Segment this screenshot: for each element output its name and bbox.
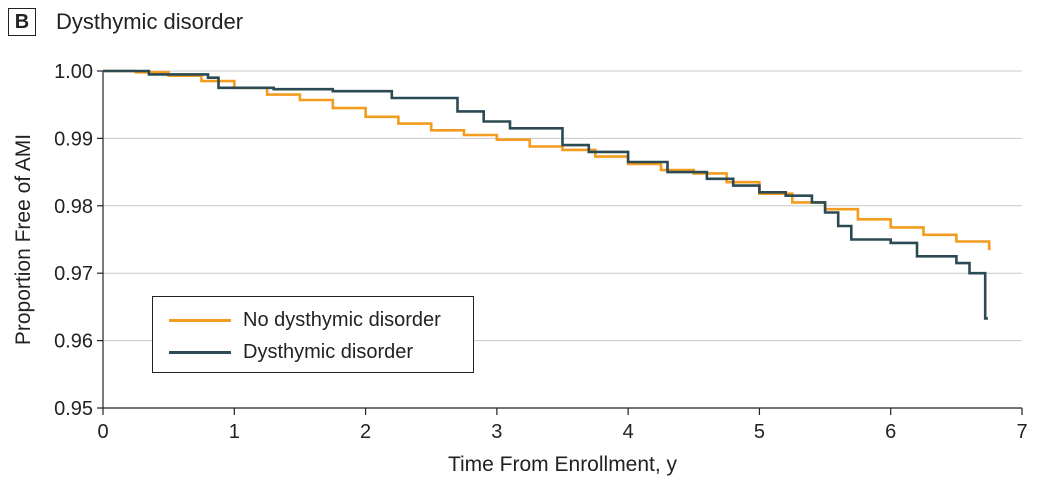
legend-item-dysthymic: Dysthymic disorder [169, 337, 413, 367]
legend-label-no-dysthymic: No dysthymic disorder [243, 308, 441, 331]
series-line-dysthymic [103, 69, 988, 320]
y-tick-label: 0.99 [54, 128, 93, 150]
legend-swatch-dysthymic [169, 350, 231, 354]
panel-title: Dysthymic disorder [56, 9, 244, 34]
x-tick-label: 1 [229, 421, 240, 443]
y-axis-title: Proportion Free of AMI [12, 134, 35, 345]
x-tick-label: 0 [97, 421, 108, 443]
legend-swatch-no-dysthymic [169, 318, 231, 322]
x-axis-title: Time From Enrollment, y [448, 453, 678, 476]
legend-label-dysthymic: Dysthymic disorder [243, 340, 414, 363]
legend-item-no-dysthymic: No dysthymic disorder [169, 305, 441, 335]
x-tick-label: 7 [1016, 421, 1027, 443]
y-tick-label: 0.97 [54, 263, 93, 285]
x-tick-label: 2 [360, 421, 371, 443]
y-tick-label: 0.95 [54, 398, 93, 420]
series-line-no-dysthymic [103, 69, 991, 251]
x-tick-label: 5 [754, 421, 765, 443]
x-tick-label: 4 [623, 421, 634, 443]
x-tick-label: 3 [491, 421, 502, 443]
panel-letter: B [8, 8, 36, 36]
y-tick-label: 0.96 [54, 331, 93, 353]
y-tick-label: 1.00 [54, 61, 93, 83]
x-tick-label: 6 [885, 421, 896, 443]
y-tick-label: 0.98 [54, 196, 93, 218]
chart-legend: No dysthymic disorder Dysthymic disorder [152, 296, 474, 373]
